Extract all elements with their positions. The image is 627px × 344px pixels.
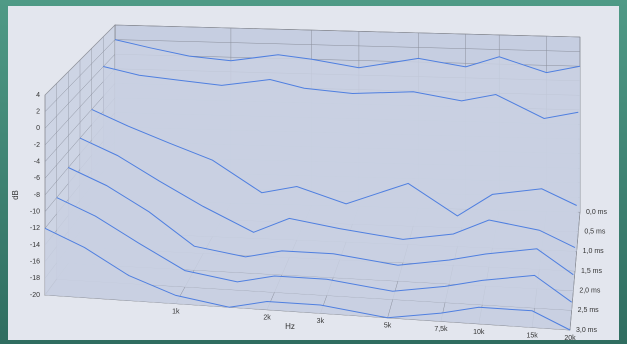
y-tick-label: -20 bbox=[30, 292, 40, 299]
y-tick-label: -4 bbox=[34, 159, 40, 166]
x-tick-label: 5k bbox=[384, 323, 392, 330]
y-tick-label: -16 bbox=[30, 259, 40, 266]
y-tick-label: -8 bbox=[34, 192, 40, 199]
y-tick-label: -6 bbox=[34, 175, 40, 182]
z-tick-label: 1,0 ms bbox=[583, 248, 605, 255]
y-tick-label: -18 bbox=[30, 275, 40, 282]
z-tick-label: 0,0 ms bbox=[586, 209, 608, 216]
z-tick-label: 2,0 ms bbox=[579, 288, 601, 295]
x-tick-label: 20k bbox=[564, 335, 576, 342]
x-tick-label: 7,5k bbox=[434, 326, 448, 333]
x-tick-label: 10k bbox=[473, 329, 485, 336]
z-tick-label: 2,5 ms bbox=[578, 307, 600, 314]
z-tick-label: 1,5 ms bbox=[581, 268, 603, 275]
x-tick-label: 3k bbox=[317, 318, 325, 325]
y-tick-label: -10 bbox=[30, 209, 40, 216]
y-tick-label: 2 bbox=[36, 109, 40, 116]
y-tick-label: -12 bbox=[30, 225, 40, 232]
x-tick-label: 15k bbox=[526, 332, 538, 339]
page: dB Hz 4 2 0 -2 -4 -6 -8 -10 -12 -14 -16 -18 -20 1k 2k 3… bbox=[0, 0, 627, 344]
y-tick-label: 0 bbox=[36, 125, 40, 132]
y-tick-label: -2 bbox=[34, 142, 40, 149]
y-tick-label: 4 bbox=[36, 92, 40, 99]
x-tick-label: 1k bbox=[172, 309, 180, 316]
z-tick-label: 0,5 ms bbox=[584, 229, 606, 236]
z-tick-label: 3,0 ms bbox=[576, 327, 598, 334]
x-tick-label: 2k bbox=[263, 315, 271, 322]
x-axis-title: Hz bbox=[285, 322, 295, 331]
y-tick-label: -14 bbox=[30, 242, 40, 249]
y-axis-title: dB bbox=[11, 190, 20, 200]
chart: dB Hz 4 2 0 -2 -4 -6 -8 -10 -12 -14 -16 -18 -20 1k 2k 3… bbox=[0, 0, 627, 344]
